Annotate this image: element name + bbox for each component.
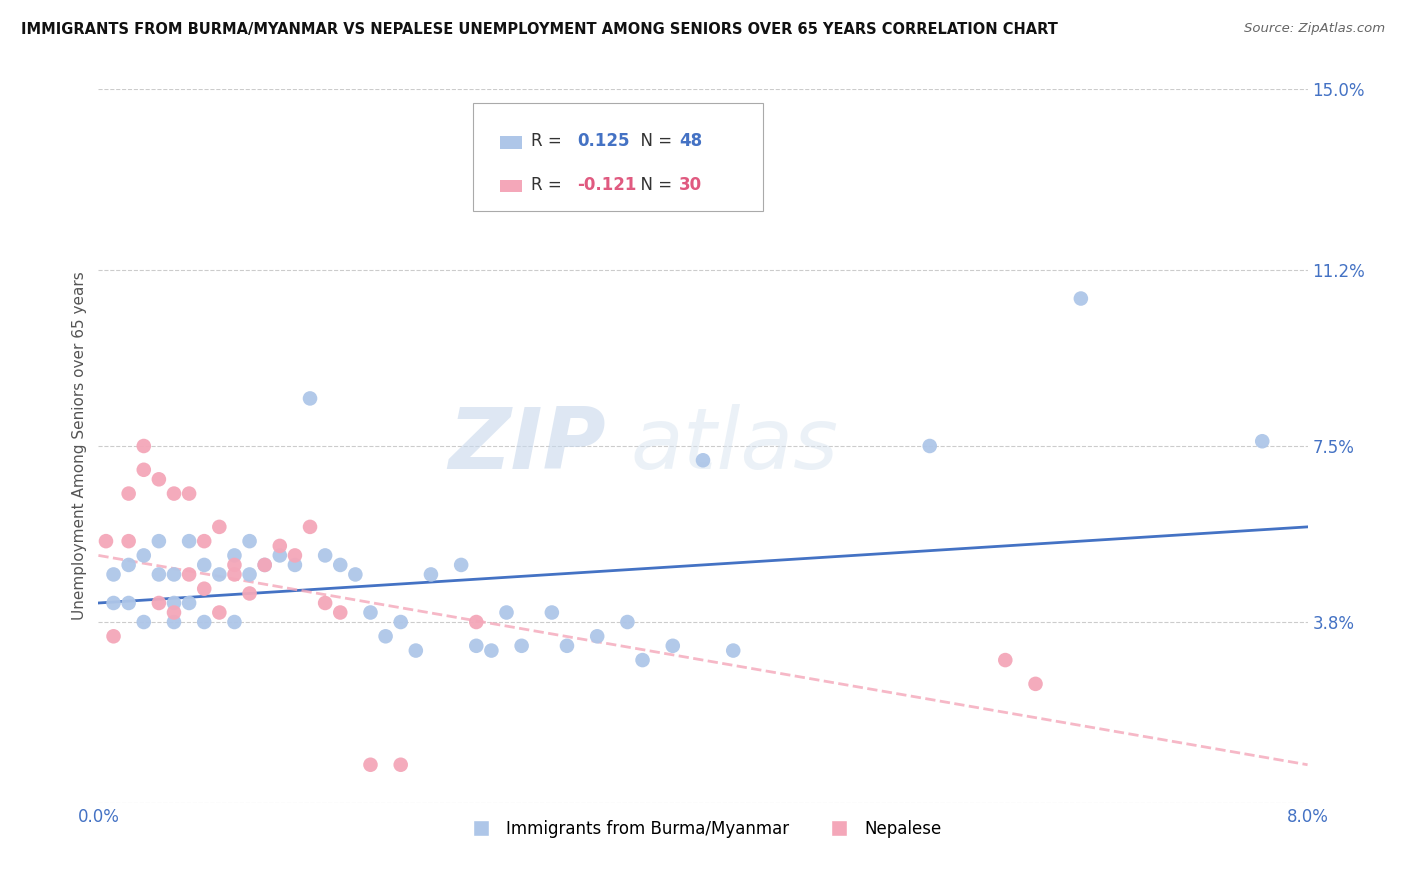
- Point: [631, 653, 654, 667]
- Point: [224, 615, 246, 629]
- Point: [1251, 434, 1274, 449]
- Point: [132, 439, 155, 453]
- FancyBboxPatch shape: [474, 103, 763, 211]
- Text: N =: N =: [630, 132, 678, 150]
- Point: [555, 639, 578, 653]
- Point: [118, 486, 141, 500]
- Point: [132, 549, 155, 563]
- Point: [314, 596, 336, 610]
- Point: [163, 596, 186, 610]
- Point: [224, 549, 246, 563]
- Point: [723, 643, 745, 657]
- Legend: Immigrants from Burma/Myanmar, Nepalese: Immigrants from Burma/Myanmar, Nepalese: [458, 814, 948, 845]
- Point: [163, 567, 186, 582]
- Point: [224, 558, 246, 572]
- Point: [103, 629, 125, 643]
- Point: [284, 549, 307, 563]
- Point: [918, 439, 941, 453]
- Point: [253, 558, 276, 572]
- Point: [405, 643, 427, 657]
- Text: 30: 30: [679, 176, 702, 194]
- Point: [329, 606, 352, 620]
- Text: -0.121: -0.121: [578, 176, 637, 194]
- Point: [179, 486, 201, 500]
- Point: [193, 534, 215, 549]
- Point: [239, 567, 262, 582]
- Point: [208, 606, 231, 620]
- Y-axis label: Unemployment Among Seniors over 65 years: Unemployment Among Seniors over 65 years: [72, 272, 87, 620]
- Point: [193, 582, 215, 596]
- Text: IMMIGRANTS FROM BURMA/MYANMAR VS NEPALESE UNEMPLOYMENT AMONG SENIORS OVER 65 YEA: IMMIGRANTS FROM BURMA/MYANMAR VS NEPALES…: [21, 22, 1057, 37]
- Point: [118, 558, 141, 572]
- FancyBboxPatch shape: [501, 136, 522, 149]
- Text: 48: 48: [679, 132, 702, 150]
- Point: [148, 534, 170, 549]
- Point: [329, 558, 352, 572]
- Text: atlas: atlas: [630, 404, 838, 488]
- Point: [148, 472, 170, 486]
- Point: [179, 534, 201, 549]
- Point: [148, 596, 170, 610]
- Point: [495, 606, 517, 620]
- Point: [389, 757, 412, 772]
- Point: [616, 615, 638, 629]
- Point: [374, 629, 396, 643]
- Point: [148, 567, 170, 582]
- Point: [481, 643, 503, 657]
- Point: [450, 558, 472, 572]
- Text: R =: R =: [531, 176, 567, 194]
- Point: [586, 629, 609, 643]
- Point: [692, 453, 714, 467]
- Point: [389, 615, 412, 629]
- Point: [118, 596, 141, 610]
- Point: [163, 615, 186, 629]
- Point: [284, 558, 307, 572]
- Point: [465, 615, 488, 629]
- Point: [299, 392, 322, 406]
- Point: [179, 567, 201, 582]
- Text: R =: R =: [531, 132, 567, 150]
- Point: [344, 567, 367, 582]
- Point: [661, 639, 683, 653]
- Point: [540, 606, 562, 620]
- Point: [208, 520, 231, 534]
- Point: [1025, 677, 1047, 691]
- Point: [193, 615, 215, 629]
- Point: [103, 596, 125, 610]
- Point: [103, 567, 125, 582]
- Point: [269, 549, 291, 563]
- Text: 0.125: 0.125: [578, 132, 630, 150]
- Text: ZIP: ZIP: [449, 404, 606, 488]
- Point: [1070, 292, 1092, 306]
- Point: [132, 463, 155, 477]
- Point: [360, 757, 382, 772]
- Point: [94, 534, 117, 549]
- Point: [163, 486, 186, 500]
- Point: [314, 549, 336, 563]
- Point: [253, 558, 276, 572]
- Point: [239, 534, 262, 549]
- Point: [465, 639, 488, 653]
- Point: [510, 639, 533, 653]
- Point: [224, 567, 246, 582]
- Point: [118, 534, 141, 549]
- Point: [269, 539, 291, 553]
- Text: N =: N =: [630, 176, 678, 194]
- Point: [994, 653, 1017, 667]
- Point: [132, 615, 155, 629]
- Text: Source: ZipAtlas.com: Source: ZipAtlas.com: [1244, 22, 1385, 36]
- FancyBboxPatch shape: [501, 179, 522, 193]
- Point: [299, 520, 322, 534]
- Point: [239, 586, 262, 600]
- Point: [360, 606, 382, 620]
- Point: [163, 606, 186, 620]
- Point: [193, 558, 215, 572]
- Point: [420, 567, 443, 582]
- Point: [179, 596, 201, 610]
- Point: [208, 567, 231, 582]
